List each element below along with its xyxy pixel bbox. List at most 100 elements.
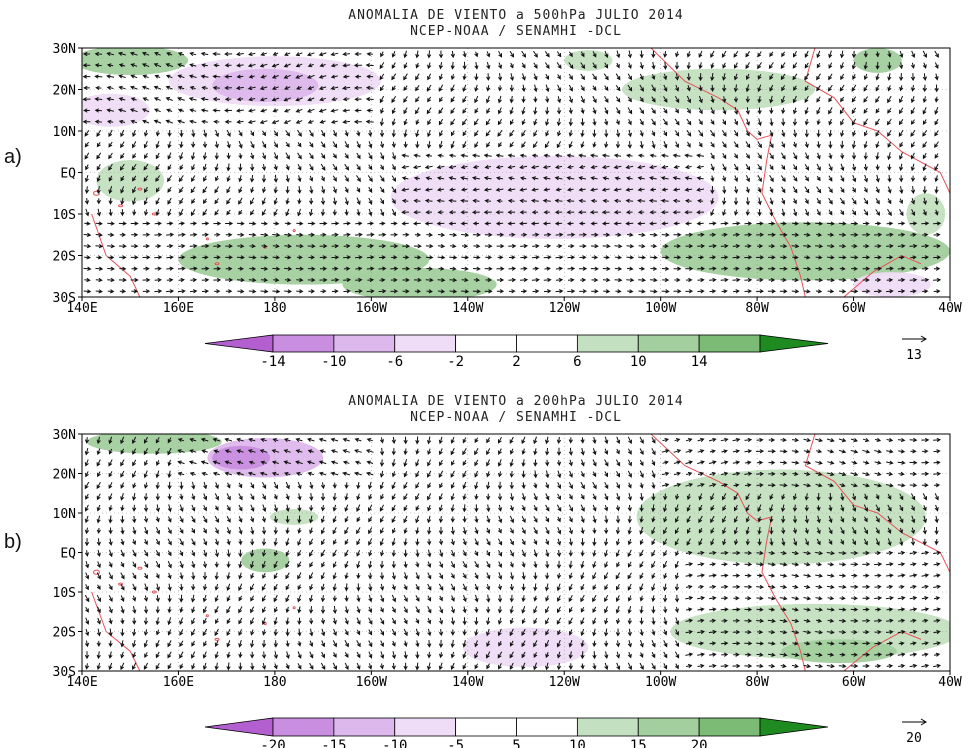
wind-vector: [462, 560, 467, 569]
wind-vector: [248, 221, 257, 226]
wind-vector: [639, 572, 644, 580]
wind-vector: [438, 140, 443, 149]
wind-vector: [226, 651, 231, 659]
wind-vector: [343, 232, 351, 237]
wind-vector: [202, 584, 208, 591]
wind-vector: [768, 471, 776, 477]
wind-vector: [509, 572, 514, 581]
wind-vector: [732, 607, 741, 612]
wind-vector: [921, 550, 930, 555]
wind-vector: [592, 594, 597, 603]
wind-vector: [604, 62, 609, 69]
wind-vector: [285, 141, 290, 148]
wind-vector: [897, 243, 906, 249]
wind-vector: [803, 277, 812, 283]
anomaly-region: [82, 93, 150, 127]
wind-vector: [250, 560, 255, 569]
wind-vector: [179, 550, 184, 557]
wind-vector: [580, 51, 585, 58]
wind-vector: [284, 232, 292, 237]
wind-vector: [484, 289, 493, 294]
wind-vector: [673, 255, 682, 260]
wind-vector: [580, 606, 585, 613]
wind-vector: [815, 244, 824, 249]
wind-vector: [250, 516, 255, 523]
wind-vector: [202, 594, 207, 603]
wind-vector: [331, 97, 338, 102]
wind-vector: [391, 515, 396, 523]
wind-vector: [330, 119, 338, 124]
wind-vector: [639, 652, 644, 658]
wind-vector: [319, 97, 326, 102]
wind-vector: [863, 504, 868, 512]
wind-vector: [155, 617, 160, 626]
wind-vector: [368, 629, 373, 636]
wind-vector: [108, 549, 113, 558]
wind-vector: [910, 289, 917, 294]
wind-vector: [592, 436, 597, 445]
wind-vector: [875, 96, 880, 103]
wind-vector: [815, 438, 824, 443]
island-outline: [92, 569, 100, 575]
wind-vector: [84, 550, 90, 557]
wind-vector: [533, 118, 538, 126]
wind-vector: [568, 493, 573, 500]
wind-vector: [427, 62, 432, 70]
wind-vector: [368, 527, 373, 535]
wind-vector: [710, 62, 715, 69]
wind-vector: [260, 277, 269, 283]
wind-vector: [295, 471, 303, 476]
wind-vector: [132, 470, 137, 478]
wind-vector: [460, 221, 468, 226]
wind-vector: [178, 175, 184, 183]
wind-vector: [521, 640, 526, 648]
wind-vector: [273, 594, 278, 603]
wind-vector: [236, 63, 244, 68]
wind-vector: [344, 153, 349, 159]
wind-vector: [533, 549, 538, 558]
wind-vector: [697, 618, 705, 623]
wind-vector: [143, 470, 148, 479]
wind-vector: [732, 663, 741, 669]
wind-vector: [343, 277, 352, 283]
wind-vector: [507, 198, 515, 204]
wind-vector: [307, 85, 315, 90]
wind-vector: [556, 118, 561, 127]
wind-vector: [875, 51, 880, 58]
wind-vector: [84, 186, 90, 194]
wind-vector: [259, 449, 268, 454]
wind-vector: [592, 73, 597, 81]
wind-vector: [911, 209, 916, 217]
wind-vector: [318, 471, 327, 476]
wind-vector: [308, 255, 316, 260]
wind-vector: [685, 483, 694, 488]
wind-vector: [439, 96, 443, 103]
wind-vector: [403, 493, 408, 501]
wind-vector: [897, 266, 906, 271]
wind-vector: [533, 470, 538, 479]
wind-vector: [816, 141, 821, 149]
wind-vector: [474, 470, 479, 478]
wind-vector: [791, 449, 800, 454]
wind-vector: [238, 539, 243, 546]
wind-vector: [557, 96, 562, 104]
wind-vector: [557, 74, 561, 80]
wind-vector: [212, 108, 221, 113]
wind-vector: [721, 618, 728, 623]
wind-vector: [143, 482, 149, 489]
wind-vector: [627, 62, 632, 69]
wind-vector: [684, 153, 693, 158]
wind-vector: [355, 277, 363, 283]
wind-vector: [226, 606, 231, 614]
wind-vector: [261, 243, 268, 249]
wind-vector: [732, 629, 741, 635]
wind-vector: [721, 596, 729, 601]
wind-vector: [651, 74, 656, 80]
wind-vector: [332, 516, 337, 523]
wind-vector: [178, 243, 186, 249]
wind-vector: [321, 628, 326, 637]
wind-vector: [462, 84, 467, 92]
wind-vector: [781, 493, 786, 500]
wind-vector: [224, 119, 232, 124]
wind-vector: [474, 516, 479, 524]
